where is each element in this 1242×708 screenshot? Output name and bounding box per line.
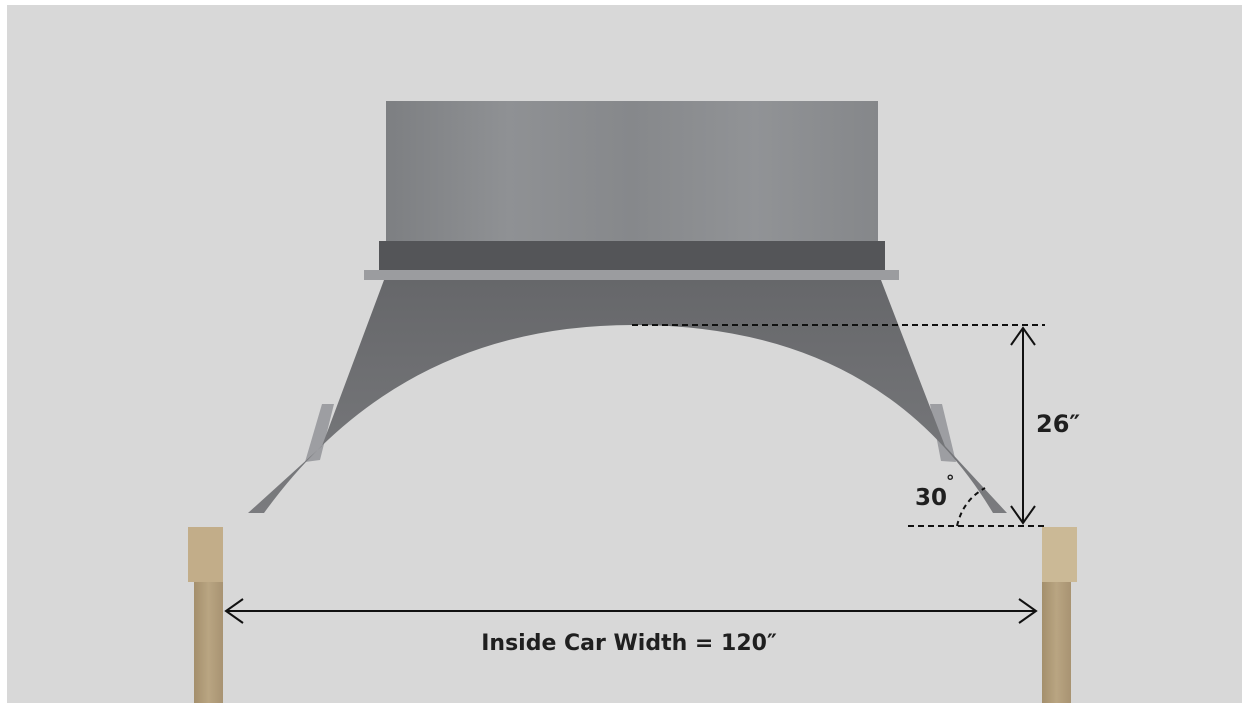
height-dimension: 26″: [632, 324, 1080, 527]
height-label: 26″: [1036, 410, 1080, 438]
width-label: Inside Car Width = 120″: [481, 631, 777, 656]
chute-assembly: [248, 101, 1007, 513]
height-arrow-head-top: [1010, 326, 1036, 346]
angle-label: 30: [915, 485, 947, 511]
width-arrow-head-left: [224, 598, 244, 624]
angle-degree-symbol: °: [946, 472, 955, 492]
width-arrow-head-right: [1018, 598, 1038, 624]
chute-skirt: [248, 280, 1007, 513]
width-dimension: Inside Car Width = 120″: [224, 598, 1038, 656]
chute-right-lip: [930, 404, 956, 462]
wooden-post-left: [188, 527, 223, 703]
height-arrow-head-bottom: [1010, 505, 1036, 525]
chute-left-lip: [305, 404, 334, 462]
chute-flange: [364, 270, 899, 280]
chute-band: [379, 241, 885, 270]
chute-upper-box: [386, 101, 878, 242]
angle-annotation: 30 °: [915, 472, 986, 527]
wooden-post-right: [1042, 527, 1077, 703]
angle-arc: [956, 487, 986, 527]
